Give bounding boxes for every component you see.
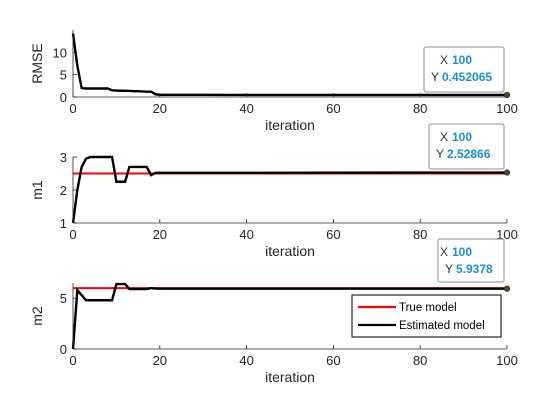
datatip[interactable]: X 100 Y 0.452065	[423, 46, 505, 93]
datatip-y-value: 0.452065	[442, 70, 492, 84]
x-tick-label: 0	[69, 101, 76, 116]
legend-entry: Estimated model	[399, 320, 485, 332]
x-tick-label: 60	[326, 353, 340, 368]
axes-m2: 0 20 40 60 80 100 0 5 iteration m2 X 100 Y 5.9378 True…	[29, 238, 518, 385]
legend[interactable]: True model Estimated model	[351, 294, 502, 338]
datatip-y-label: Y	[445, 262, 453, 276]
y-axis-label: m2	[29, 306, 45, 326]
y-tick-label: 0	[60, 342, 67, 357]
datatip-x-value: 100	[452, 245, 472, 259]
y-tick-label: 10	[53, 45, 67, 60]
y-axis-label: RMSE	[29, 43, 45, 83]
x-tick-label: 100	[496, 227, 518, 242]
datatip-y-label: Y	[431, 70, 439, 84]
datatip-x-label: X	[440, 53, 448, 67]
y-tick-label: 0	[60, 90, 67, 105]
datatip-marker[interactable]	[503, 169, 511, 176]
datatip-marker[interactable]	[503, 285, 511, 292]
x-tick-label: 80	[413, 101, 427, 116]
series-line-estimated-model	[71, 282, 507, 350]
datatip-box	[428, 123, 505, 170]
x-tick-label: 20	[153, 227, 167, 242]
datatip-marker[interactable]	[503, 91, 511, 99]
x-tick-label: 40	[239, 227, 253, 242]
datatip-x-label: X	[440, 130, 448, 144]
datatip-x-value: 100	[452, 53, 472, 67]
datatip-y-label: Y	[436, 147, 444, 161]
x-axis-label: iteration	[265, 243, 315, 259]
x-tick-label: 40	[239, 353, 253, 368]
y-axis-label: m1	[29, 180, 45, 200]
datatip-box	[423, 46, 505, 93]
series-line-black	[71, 155, 508, 224]
y-tick-label: 1	[60, 216, 67, 231]
datatip-y-value: 5.9378	[456, 262, 493, 276]
x-tick-label: 100	[496, 101, 518, 116]
x-tick-label: 0	[69, 353, 76, 368]
legend-box	[351, 294, 502, 338]
x-tick-label: 40	[239, 101, 253, 116]
datatip[interactable]: X 100 Y 2.52866	[428, 123, 505, 170]
datatip-x-label: X	[440, 245, 448, 259]
x-tick-label: 100	[496, 353, 518, 368]
x-tick-label: 20	[153, 101, 167, 116]
datatip-y-value: 2.52866	[447, 147, 491, 161]
x-axis-label: iteration	[265, 369, 315, 385]
y-tick-label: 5	[60, 291, 67, 306]
x-tick-label: 80	[413, 353, 427, 368]
axes-RMSE: 0 20 40 60 80 100 0 5 10 iteration RMSE X 100 Y 0.4520…	[29, 30, 518, 133]
x-tick-label: 80	[413, 227, 427, 242]
axes-m1: 0 20 40 60 80 100 1 2 3 iteration m1 X 100 Y 2.52866	[29, 123, 518, 259]
datatip-x-value: 100	[452, 130, 472, 144]
series-line-black	[71, 33, 507, 97]
x-tick-label: 20	[153, 353, 167, 368]
datatip-box	[437, 238, 505, 283]
x-tick-label: 60	[326, 101, 340, 116]
datatip[interactable]: X 100 Y 5.9378	[437, 238, 505, 283]
legend-entry: True model	[399, 302, 457, 314]
x-axis-label: iteration	[265, 117, 315, 133]
x-tick-label: 60	[326, 227, 340, 242]
y-tick-label: 3	[60, 150, 67, 165]
y-tick-label: 2	[60, 183, 67, 198]
y-tick-label: 5	[60, 68, 67, 83]
x-tick-label: 0	[69, 227, 76, 242]
